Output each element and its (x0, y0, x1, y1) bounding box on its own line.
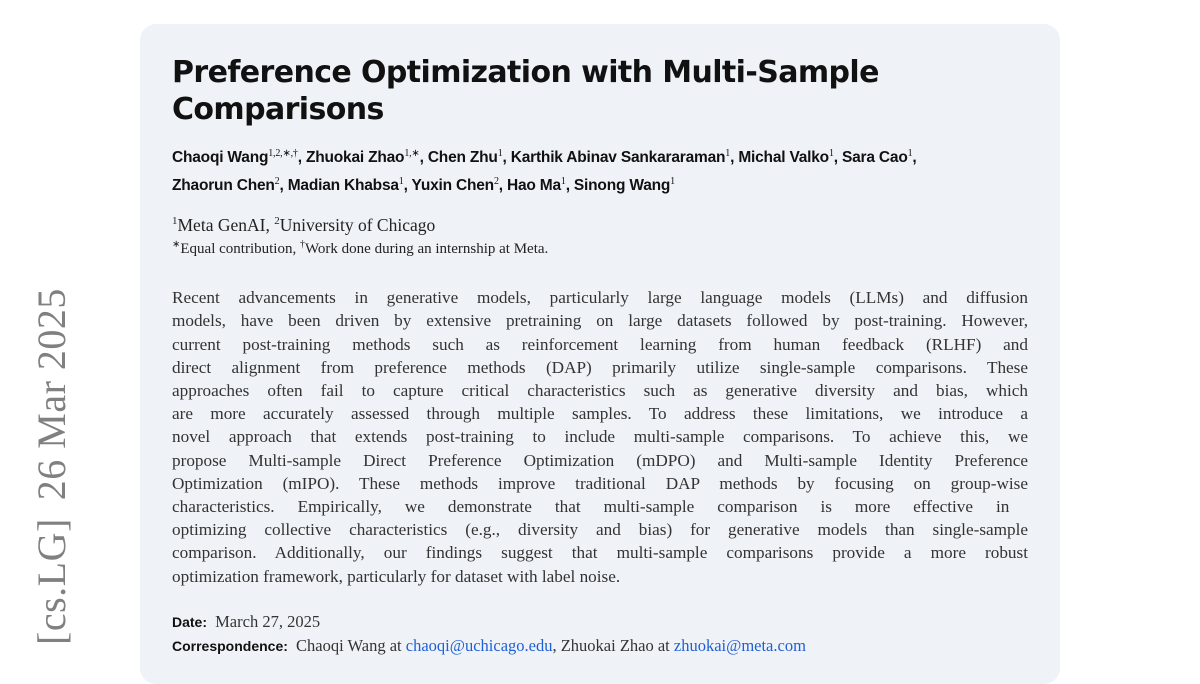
title-line: Comparisons (172, 92, 384, 127)
note: Work done during an internship at Meta. (304, 241, 549, 258)
abstract: Recent advancements in generative models… (172, 286, 1032, 588)
abstract-line: propose Multi-sample Direct Preference O… (172, 450, 1028, 470)
abstract-line: Optimization (mIPO). These methods impro… (172, 473, 1028, 493)
paper-meta: Date: March 27, 2025 Correspondence: Cha… (172, 610, 1032, 658)
author-notes: ∗Equal contribution, †Work done during a… (172, 239, 549, 258)
date-line: Date: March 27, 2025 (172, 610, 1032, 634)
paper-header-card: Preference Optimization with Multi-Sampl… (140, 24, 1060, 684)
author: Chen Zhu (427, 149, 498, 167)
correspondence-label: Correspondence: (172, 637, 288, 654)
date-value: March 27, 2025 (215, 611, 321, 631)
abstract-line: characteristics. Empirically, we demonst… (172, 496, 1010, 516)
author: Michal Valko (738, 149, 829, 167)
author-list: Chaoqi Wang1,2,∗,†, Zhuokai Zhao1,∗, Che… (172, 148, 917, 195)
author: Chaoqi Wang (172, 149, 269, 167)
arxiv-category: [cs.LG] (29, 518, 74, 645)
affiliation: Meta GenAI (177, 215, 266, 236)
paper-title: Preference Optimization with Multi-Sampl… (172, 54, 1032, 128)
abstract-line: direct alignment from preference methods… (172, 357, 1028, 377)
note: Equal contribution (180, 241, 293, 258)
email-link[interactable]: zhuokai@meta.com (673, 635, 806, 655)
abstract-line: approaches often fail to capture critica… (172, 380, 1028, 400)
arxiv-date: 26 Mar 2025 (29, 288, 74, 501)
author: Madian Khabsa (287, 177, 399, 195)
author: Karthik Abinav Sankararaman (510, 149, 726, 167)
abstract-line: Recent advancements in generative models… (172, 288, 1028, 308)
author: Zhuokai Zhao (305, 149, 405, 167)
abstract-line: models, have been driven by extensive pr… (172, 311, 1028, 331)
abstract-line: current post-training methods such as re… (172, 334, 1028, 354)
title-line: Preference Optimization with Multi-Sampl… (172, 55, 879, 90)
author: Zhaorun Chen (172, 177, 275, 195)
email-link[interactable]: chaoqi@uchicago.edu (405, 635, 553, 655)
abstract-line: novel approach that extends post-trainin… (172, 427, 1028, 447)
author: Yuxin Chen (411, 177, 495, 195)
author: Sara Cao (841, 149, 908, 167)
abstract-line: comparison. Additionally, our findings s… (172, 543, 1028, 563)
affiliation: University of Chicago (279, 215, 436, 236)
abstract-line: are more accurately assessed through mul… (172, 404, 1028, 424)
author: Hao Ma (506, 177, 561, 195)
correspondence-line: Correspondence: Chaoqi Wang at chaoqi@uc… (172, 635, 806, 655)
affiliations: 1Meta GenAI, 2University of Chicago (172, 215, 436, 236)
abstract-line: optimization framework, particularly for… (172, 566, 621, 586)
date-label: Date: (172, 613, 208, 630)
author: Sinong Wang (573, 177, 671, 195)
arxiv-stamp: [cs.LG] 26 Mar 2025 (28, 288, 75, 645)
abstract-line: optimizing collective characteristics (e… (172, 520, 1028, 540)
